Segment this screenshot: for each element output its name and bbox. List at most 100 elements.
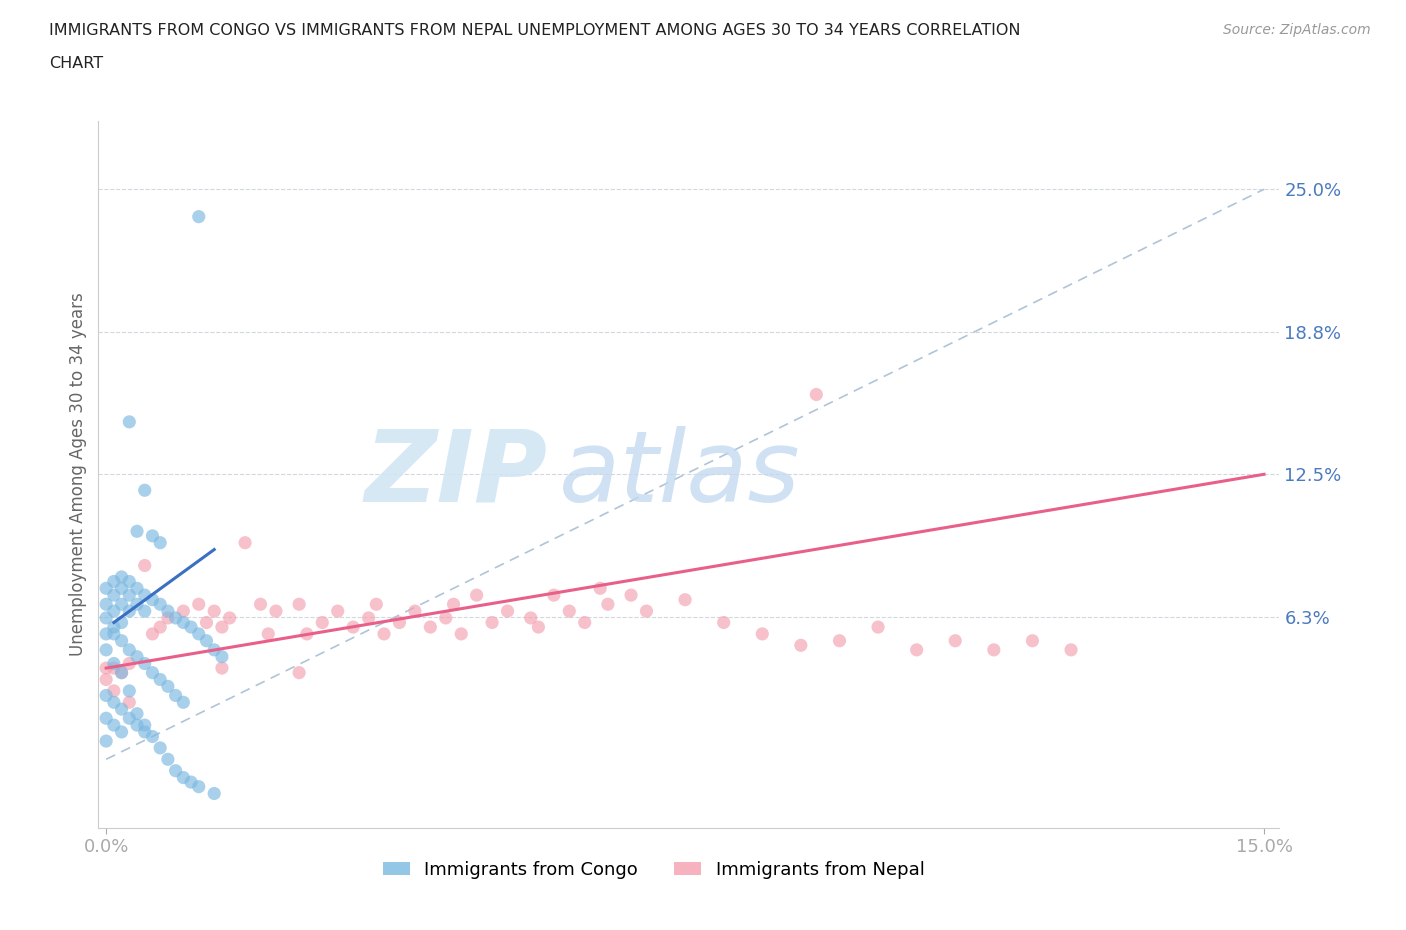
Point: [465, 588, 488, 603]
Point: [125, 706, 148, 721]
Point: [636, 604, 658, 618]
Point: [149, 672, 172, 687]
Point: [134, 558, 156, 573]
Legend: Immigrants from Congo, Immigrants from Nepal: Immigrants from Congo, Immigrants from N…: [375, 854, 932, 885]
Point: [589, 581, 612, 596]
Text: CHART: CHART: [49, 56, 103, 71]
Point: [94, 597, 117, 612]
Point: [103, 574, 125, 589]
Point: [118, 695, 141, 710]
Point: [434, 610, 457, 625]
Point: [141, 592, 163, 607]
Point: [118, 643, 141, 658]
Point: [187, 779, 209, 794]
Point: [141, 665, 163, 680]
Point: [172, 770, 194, 785]
Point: [125, 524, 148, 538]
Point: [673, 592, 696, 607]
Point: [713, 615, 735, 630]
Point: [450, 627, 472, 642]
Point: [103, 656, 125, 671]
Point: [94, 643, 117, 658]
Point: [156, 610, 179, 625]
Point: [103, 695, 125, 710]
Point: [103, 660, 125, 675]
Point: [295, 627, 318, 642]
Point: [125, 581, 148, 596]
Point: [156, 604, 179, 618]
Point: [419, 619, 441, 634]
Point: [790, 638, 813, 653]
Point: [149, 536, 172, 551]
Point: [1060, 643, 1083, 658]
Point: [373, 627, 395, 642]
Point: [125, 718, 148, 733]
Point: [141, 528, 163, 543]
Point: [180, 775, 202, 790]
Point: [905, 643, 928, 658]
Point: [943, 633, 966, 648]
Text: ZIP: ZIP: [364, 426, 547, 523]
Point: [141, 627, 163, 642]
Point: [233, 536, 256, 551]
Point: [110, 633, 132, 648]
Point: [149, 619, 172, 634]
Point: [110, 569, 132, 584]
Point: [110, 724, 132, 739]
Point: [326, 604, 349, 618]
Text: Source: ZipAtlas.com: Source: ZipAtlas.com: [1223, 23, 1371, 37]
Point: [983, 643, 1005, 658]
Point: [149, 740, 172, 755]
Point: [202, 786, 225, 801]
Point: [94, 610, 117, 625]
Point: [165, 688, 187, 703]
Point: [156, 751, 179, 766]
Point: [118, 684, 141, 698]
Point: [751, 627, 773, 642]
Point: [211, 619, 233, 634]
Point: [288, 665, 311, 680]
Point: [519, 610, 541, 625]
Point: [288, 597, 311, 612]
Point: [527, 619, 550, 634]
Point: [257, 627, 280, 642]
Point: [443, 597, 465, 612]
Point: [481, 615, 503, 630]
Point: [249, 597, 271, 612]
Point: [868, 619, 890, 634]
Point: [172, 615, 194, 630]
Point: [118, 415, 141, 430]
Point: [94, 711, 117, 725]
Point: [134, 588, 156, 603]
Point: [110, 581, 132, 596]
Point: [311, 615, 333, 630]
Point: [1021, 633, 1043, 648]
Point: [180, 619, 202, 634]
Point: [134, 604, 156, 618]
Point: [172, 695, 194, 710]
Point: [342, 619, 364, 634]
Point: [596, 597, 619, 612]
Point: [134, 724, 156, 739]
Point: [103, 718, 125, 733]
Point: [165, 764, 187, 778]
Point: [388, 615, 411, 630]
Point: [118, 574, 141, 589]
Point: [134, 656, 156, 671]
Point: [103, 684, 125, 698]
Point: [110, 665, 132, 680]
Point: [110, 615, 132, 630]
Point: [94, 688, 117, 703]
Point: [187, 209, 209, 224]
Point: [195, 615, 218, 630]
Point: [620, 588, 643, 603]
Point: [125, 597, 148, 612]
Point: [94, 660, 117, 675]
Point: [134, 483, 156, 498]
Point: [366, 597, 388, 612]
Point: [103, 627, 125, 642]
Point: [118, 656, 141, 671]
Point: [574, 615, 596, 630]
Point: [187, 597, 209, 612]
Point: [110, 702, 132, 717]
